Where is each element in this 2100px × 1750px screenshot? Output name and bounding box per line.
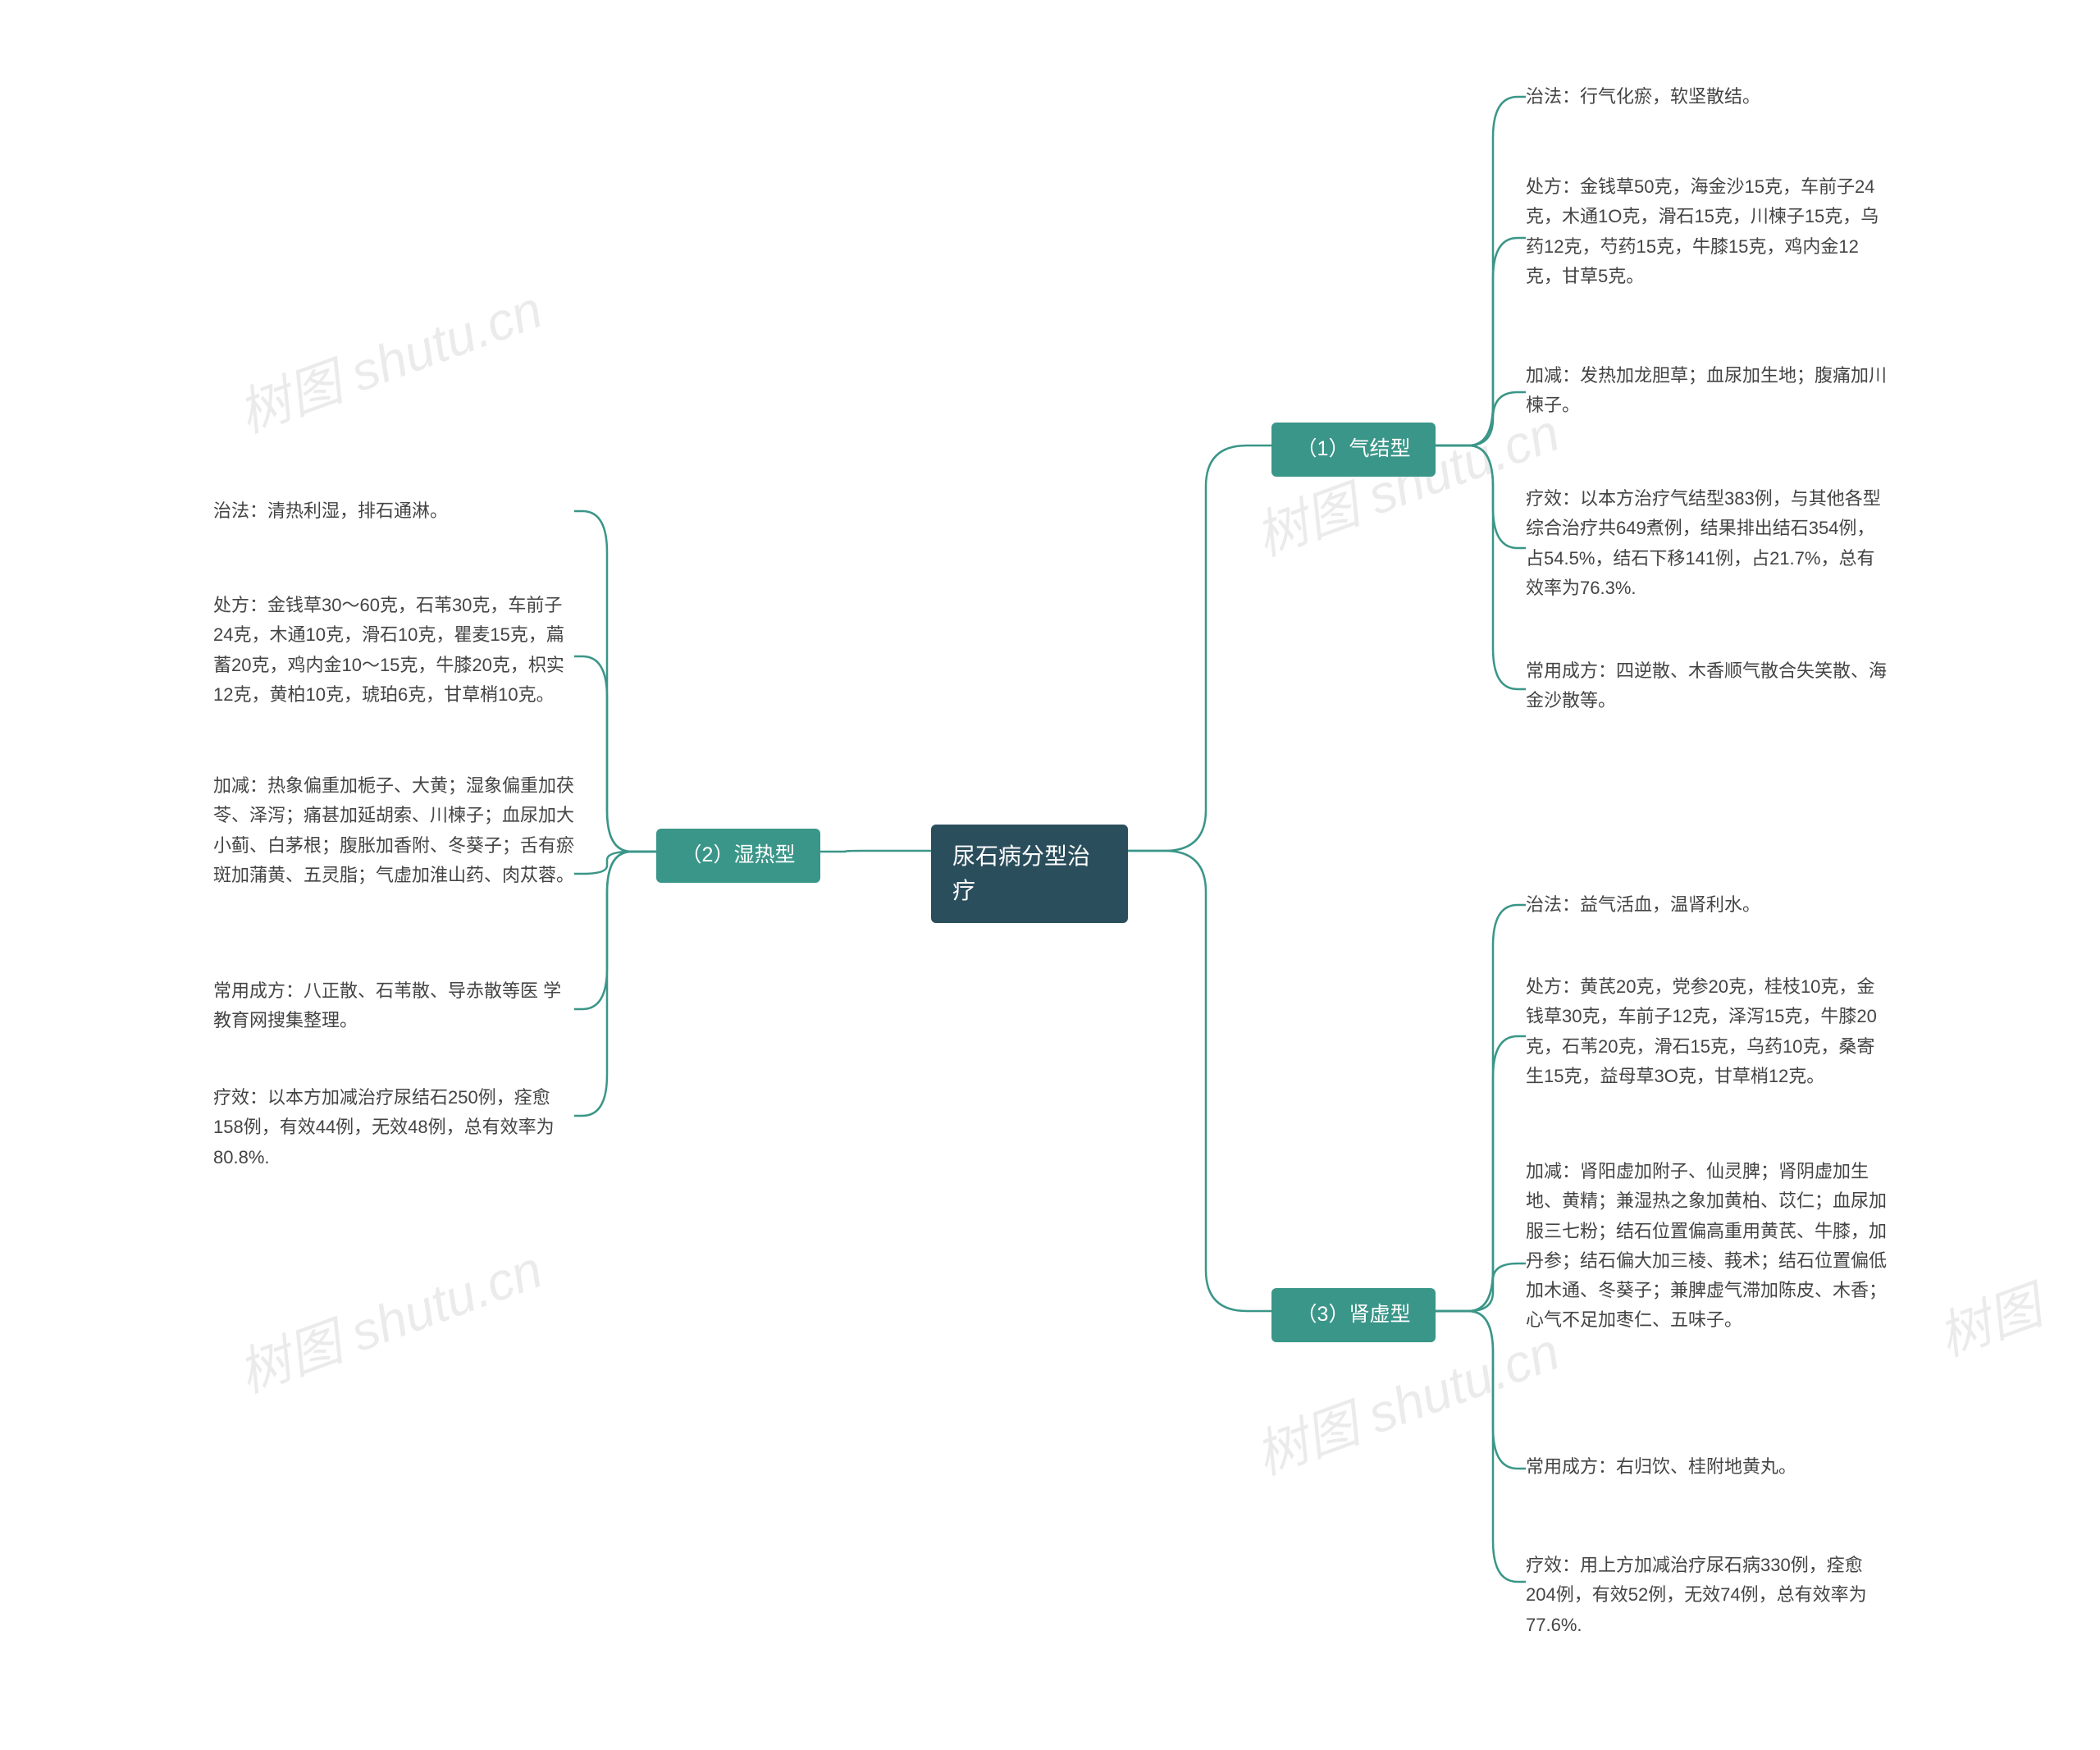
leaf-shen-5: 疗效：用上方加减治疗尿石病330例，痊愈204例，有效52例，无效74例，总有效… (1526, 1551, 1887, 1640)
leaf-shi-1: 治法：清热利湿，排石通淋。 (213, 496, 448, 526)
branch-shen[interactable]: （3）肾虚型 (1271, 1288, 1436, 1342)
watermark: 树图 shutu.cn (226, 267, 551, 447)
leaf-qi-2: 处方：金钱草50克，海金沙15克，车前子24克，木通1O克，滑石15克，川楝子1… (1526, 172, 1887, 291)
leaf-shen-2: 处方：黄芪20克，党参20克，桂枝10克，金钱草30克，车前子12克，泽泻15克… (1526, 972, 1887, 1091)
leaf-shen-4: 常用成方：右归饮、桂附地黄丸。 (1526, 1452, 1796, 1482)
watermark: 树图 shutu.cn (1244, 391, 1568, 570)
branch-qi[interactable]: （1）气结型 (1271, 423, 1436, 477)
leaf-shi-4: 常用成方：八正散、石苇散、导赤散等医 学教育网搜集整理。 (213, 976, 574, 1036)
leaf-qi-3: 加减：发热加龙胆草；血尿加生地；腹痛加川楝子。 (1526, 361, 1887, 421)
leaf-shen-1: 治法：益气活血，温肾利水。 (1526, 890, 1760, 920)
leaf-shi-5: 疗效：以本方加减治疗尿结石250例，痊愈158例，有效44例，无效48例，总有效… (213, 1083, 574, 1172)
leaf-shen-3: 加减：肾阳虚加附子、仙灵脾；肾阴虚加生地、黄精；兼湿热之象加黄柏、苡仁；血尿加服… (1526, 1157, 1887, 1336)
leaf-qi-5: 常用成方：四逆散、木香顺气散合失笑散、海金沙散等。 (1526, 656, 1887, 716)
branch-shi[interactable]: （2）湿热型 (656, 829, 820, 883)
leaf-shi-2: 处方：金钱草30～60克，石苇30克，车前子24克，木通10克，滑石10克，瞿麦… (213, 591, 574, 710)
leaf-shi-3: 加减：热象偏重加栀子、大黄；湿象偏重加茯苓、泽泻；痛甚加延胡索、川楝子；血尿加大… (213, 771, 574, 890)
watermark: 树图 (1926, 1264, 2051, 1371)
watermark: 树图 shutu.cn (226, 1227, 551, 1407)
leaf-qi-1: 治法：行气化瘀，软坚散结。 (1526, 82, 1760, 112)
leaf-qi-4: 疗效：以本方治疗气结型383例，与其他各型综合治疗共649煮例，结果排出结石35… (1526, 484, 1887, 603)
root-node[interactable]: 尿石病分型治疗 (931, 825, 1128, 923)
